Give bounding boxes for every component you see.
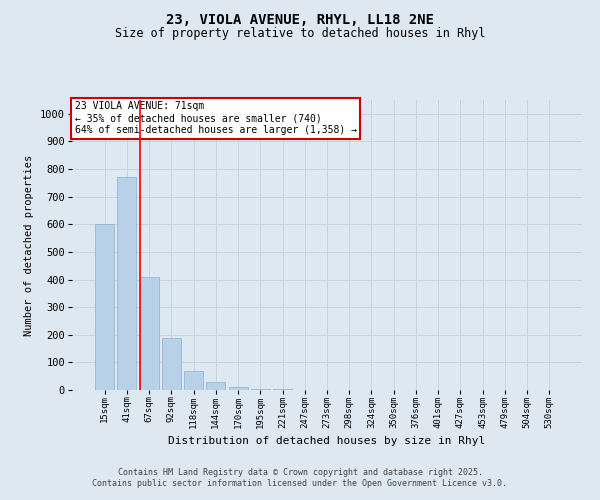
Text: Size of property relative to detached houses in Rhyl: Size of property relative to detached ho… xyxy=(115,28,485,40)
Text: 23 VIOLA AVENUE: 71sqm
← 35% of detached houses are smaller (740)
64% of semi-de: 23 VIOLA AVENUE: 71sqm ← 35% of detached… xyxy=(74,102,356,134)
Text: Contains HM Land Registry data © Crown copyright and database right 2025.
Contai: Contains HM Land Registry data © Crown c… xyxy=(92,468,508,487)
Bar xyxy=(118,178,136,390)
X-axis label: Distribution of detached houses by size in Rhyl: Distribution of detached houses by size … xyxy=(169,436,485,446)
Bar xyxy=(140,277,158,390)
Bar xyxy=(273,388,292,390)
Bar xyxy=(95,224,114,390)
Bar xyxy=(184,370,203,390)
Bar xyxy=(206,382,225,390)
Y-axis label: Number of detached properties: Number of detached properties xyxy=(25,154,35,336)
Text: 23, VIOLA AVENUE, RHYL, LL18 2NE: 23, VIOLA AVENUE, RHYL, LL18 2NE xyxy=(166,12,434,26)
Bar xyxy=(162,338,181,390)
Bar xyxy=(229,387,248,390)
Bar xyxy=(251,388,270,390)
